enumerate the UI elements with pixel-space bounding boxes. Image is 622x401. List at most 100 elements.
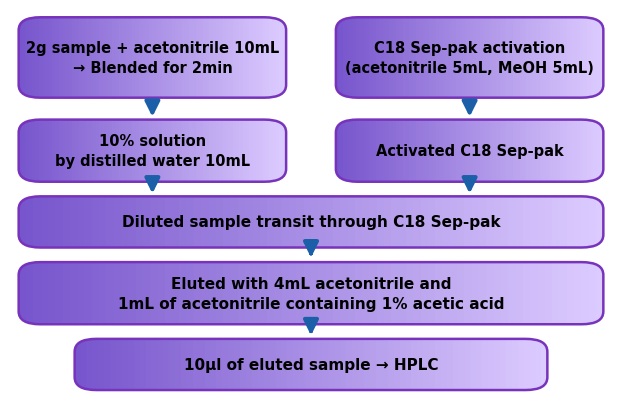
FancyBboxPatch shape	[596, 263, 605, 324]
FancyBboxPatch shape	[550, 120, 554, 182]
FancyBboxPatch shape	[82, 120, 86, 182]
FancyBboxPatch shape	[223, 263, 232, 324]
FancyBboxPatch shape	[289, 197, 298, 248]
FancyBboxPatch shape	[486, 197, 495, 248]
FancyBboxPatch shape	[109, 18, 113, 98]
FancyBboxPatch shape	[335, 339, 342, 390]
FancyBboxPatch shape	[172, 18, 177, 98]
FancyBboxPatch shape	[245, 263, 254, 324]
FancyBboxPatch shape	[65, 120, 70, 182]
FancyBboxPatch shape	[574, 263, 583, 324]
FancyBboxPatch shape	[593, 18, 598, 98]
FancyBboxPatch shape	[457, 120, 461, 182]
FancyBboxPatch shape	[457, 18, 461, 98]
FancyBboxPatch shape	[92, 263, 100, 324]
FancyBboxPatch shape	[179, 120, 183, 182]
FancyBboxPatch shape	[582, 263, 590, 324]
FancyBboxPatch shape	[435, 339, 442, 390]
FancyBboxPatch shape	[35, 120, 40, 182]
FancyBboxPatch shape	[526, 18, 531, 98]
FancyBboxPatch shape	[463, 120, 468, 182]
FancyBboxPatch shape	[233, 18, 237, 98]
FancyBboxPatch shape	[19, 120, 23, 182]
FancyBboxPatch shape	[443, 263, 451, 324]
FancyBboxPatch shape	[199, 339, 206, 390]
FancyBboxPatch shape	[352, 339, 360, 390]
FancyBboxPatch shape	[22, 18, 27, 98]
FancyBboxPatch shape	[348, 197, 356, 248]
FancyBboxPatch shape	[199, 18, 204, 98]
FancyBboxPatch shape	[336, 18, 340, 98]
FancyBboxPatch shape	[305, 339, 312, 390]
FancyBboxPatch shape	[165, 120, 170, 182]
FancyBboxPatch shape	[465, 197, 473, 248]
FancyBboxPatch shape	[446, 120, 451, 182]
FancyBboxPatch shape	[545, 197, 554, 248]
FancyBboxPatch shape	[426, 18, 430, 98]
FancyBboxPatch shape	[233, 120, 237, 182]
FancyBboxPatch shape	[223, 339, 230, 390]
FancyBboxPatch shape	[243, 18, 248, 98]
FancyBboxPatch shape	[22, 120, 27, 182]
FancyBboxPatch shape	[493, 18, 498, 98]
FancyBboxPatch shape	[206, 120, 210, 182]
FancyBboxPatch shape	[409, 18, 414, 98]
FancyBboxPatch shape	[547, 18, 551, 98]
FancyBboxPatch shape	[304, 197, 312, 248]
FancyBboxPatch shape	[513, 18, 518, 98]
FancyBboxPatch shape	[406, 18, 411, 98]
FancyBboxPatch shape	[336, 120, 340, 182]
FancyBboxPatch shape	[457, 197, 466, 248]
FancyBboxPatch shape	[114, 197, 122, 248]
FancyBboxPatch shape	[146, 339, 153, 390]
FancyBboxPatch shape	[369, 120, 374, 182]
FancyBboxPatch shape	[340, 197, 349, 248]
FancyBboxPatch shape	[181, 339, 188, 390]
FancyBboxPatch shape	[109, 120, 113, 182]
FancyBboxPatch shape	[52, 18, 57, 98]
FancyBboxPatch shape	[326, 263, 334, 324]
FancyBboxPatch shape	[353, 120, 357, 182]
FancyBboxPatch shape	[246, 120, 251, 182]
FancyBboxPatch shape	[413, 263, 422, 324]
FancyBboxPatch shape	[369, 197, 378, 248]
FancyBboxPatch shape	[473, 120, 478, 182]
Text: 2g sample + acetonitrile 10mL
→ Blended for 2min: 2g sample + acetonitrile 10mL → Blended …	[26, 41, 279, 76]
FancyBboxPatch shape	[465, 339, 471, 390]
FancyBboxPatch shape	[513, 120, 518, 182]
FancyBboxPatch shape	[499, 120, 504, 182]
FancyBboxPatch shape	[92, 197, 100, 248]
FancyBboxPatch shape	[116, 339, 123, 390]
FancyBboxPatch shape	[494, 263, 503, 324]
FancyBboxPatch shape	[253, 263, 261, 324]
FancyBboxPatch shape	[386, 18, 391, 98]
FancyBboxPatch shape	[416, 18, 420, 98]
FancyBboxPatch shape	[470, 120, 474, 182]
FancyBboxPatch shape	[245, 197, 254, 248]
FancyBboxPatch shape	[249, 18, 254, 98]
FancyBboxPatch shape	[479, 197, 488, 248]
FancyBboxPatch shape	[453, 339, 460, 390]
FancyBboxPatch shape	[486, 263, 495, 324]
FancyBboxPatch shape	[58, 18, 63, 98]
FancyBboxPatch shape	[518, 339, 525, 390]
FancyBboxPatch shape	[369, 18, 374, 98]
FancyBboxPatch shape	[238, 197, 246, 248]
FancyBboxPatch shape	[567, 120, 571, 182]
FancyBboxPatch shape	[339, 120, 344, 182]
FancyBboxPatch shape	[480, 120, 485, 182]
FancyBboxPatch shape	[508, 263, 517, 324]
FancyBboxPatch shape	[483, 120, 488, 182]
FancyBboxPatch shape	[223, 197, 232, 248]
FancyBboxPatch shape	[213, 18, 217, 98]
FancyBboxPatch shape	[480, 18, 485, 98]
FancyBboxPatch shape	[530, 120, 534, 182]
FancyBboxPatch shape	[239, 18, 244, 98]
FancyBboxPatch shape	[179, 18, 183, 98]
FancyBboxPatch shape	[142, 120, 147, 182]
FancyBboxPatch shape	[392, 120, 397, 182]
FancyBboxPatch shape	[413, 18, 417, 98]
FancyBboxPatch shape	[231, 263, 239, 324]
FancyBboxPatch shape	[187, 197, 195, 248]
FancyBboxPatch shape	[536, 18, 541, 98]
